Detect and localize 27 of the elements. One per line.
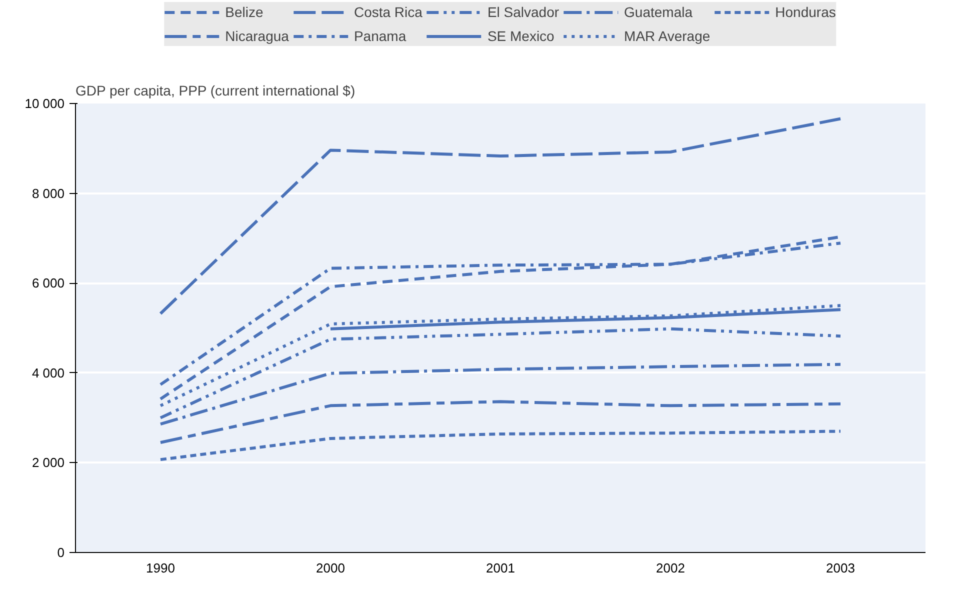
y-axis-title: GDP per capita, PPP (current international $) <box>76 82 356 98</box>
legend-label: MAR Average <box>624 28 710 44</box>
x-tick-label: 2002 <box>656 560 685 576</box>
y-tick-label: 8 000 <box>32 186 65 201</box>
legend-label: Nicaragua <box>225 28 289 44</box>
line-series <box>159 430 842 462</box>
y-tick-label: 0 <box>57 545 65 560</box>
x-tick-label: 1990 <box>146 560 175 576</box>
y-tick-label: 6 000 <box>32 276 65 291</box>
legend-label: Costa Rica <box>354 4 422 20</box>
legend-label: Belize <box>225 4 264 20</box>
x-tick-label: 2001 <box>486 560 515 576</box>
y-tick-label: 2 000 <box>32 455 65 470</box>
line-series <box>159 400 842 444</box>
legend-label: Honduras <box>775 4 836 20</box>
y-tick-label: 10 000 <box>24 96 65 111</box>
legend-label: Panama <box>354 28 406 44</box>
legend-label: Guatemala <box>624 4 693 20</box>
legend-label: El Salvador <box>487 4 560 20</box>
line-series <box>159 304 842 408</box>
x-tick-label: 2003 <box>826 560 855 576</box>
x-tick-label: 2000 <box>316 560 345 576</box>
y-tick-label: 4 000 <box>32 365 65 380</box>
legend-label: SE Mexico <box>487 28 554 44</box>
line-series <box>159 362 842 426</box>
line-series <box>159 327 842 420</box>
line-series <box>159 117 842 316</box>
